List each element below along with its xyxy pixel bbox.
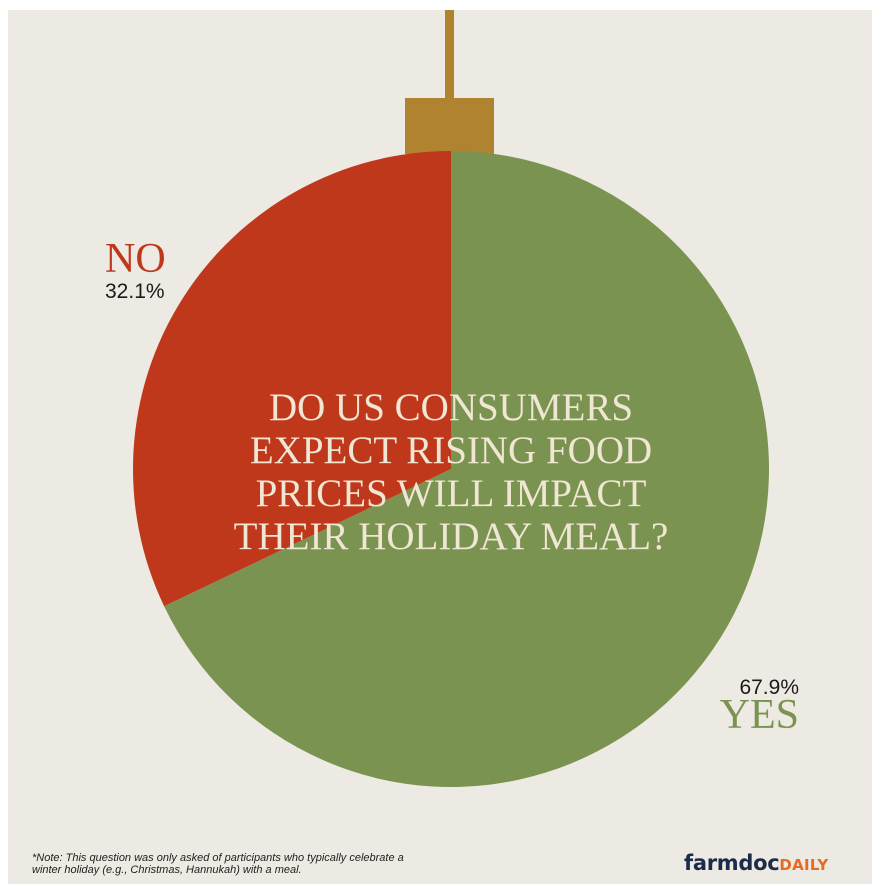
chart-title: DO US CONSUMERS EXPECT RISING FOOD PRICE… xyxy=(234,386,669,558)
chart-title-line-2: EXPECT RISING FOOD xyxy=(250,429,652,472)
yes-slice xyxy=(164,151,769,787)
footnote: *Note: This question was only asked of p… xyxy=(32,852,492,876)
footnote-line-2: winter holiday (e.g., Christmas, Hannuka… xyxy=(32,864,302,876)
pie-slices xyxy=(133,151,769,787)
yes-slice-label: YES xyxy=(720,692,799,738)
chart-title-line-3: PRICES WILL IMPACT xyxy=(256,472,647,515)
no-slice-label: NO xyxy=(105,236,166,282)
logo-wordmark-suffix: DAILY xyxy=(779,856,829,874)
yes-slice-percentage: 67.9% xyxy=(739,676,799,699)
ornament-cap xyxy=(405,98,494,154)
no-slice-percentage: 32.1% xyxy=(105,280,165,303)
chart-title-line-1: DO US CONSUMERS xyxy=(269,386,633,429)
chart-title-line-4: THEIR HOLIDAY MEAL? xyxy=(234,515,669,558)
farmdoc-daily-logo: farmdocDAILY xyxy=(684,850,829,876)
logo-wordmark: farmdoc xyxy=(684,851,780,875)
footnote-line-1: *Note: This question was only asked of p… xyxy=(32,852,404,864)
ornament-string xyxy=(445,10,454,102)
no-slice xyxy=(133,151,452,607)
